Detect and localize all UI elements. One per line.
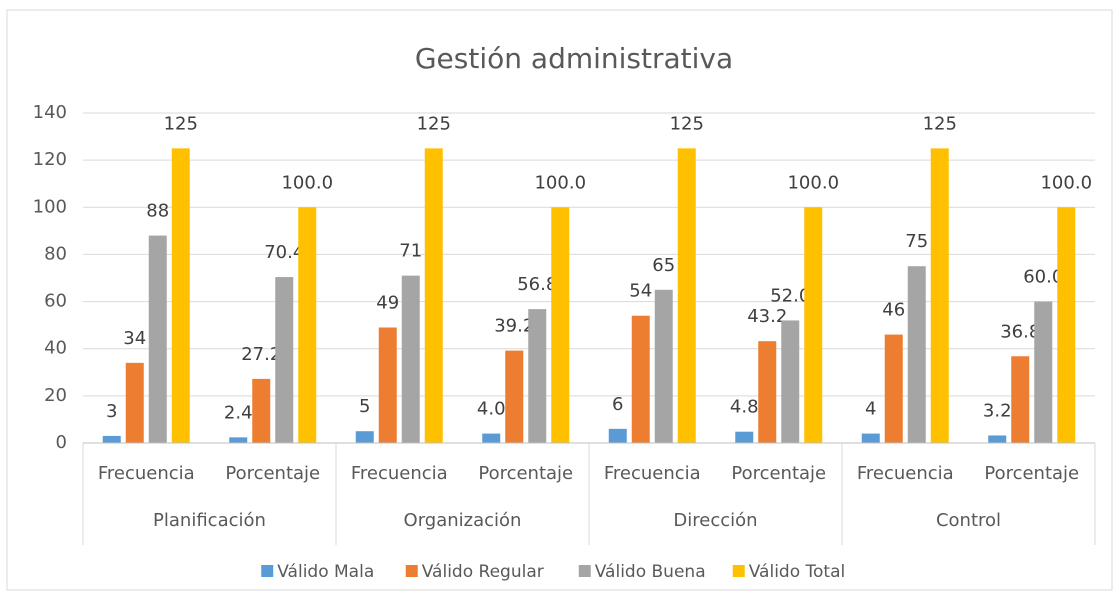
legend-swatch [578,565,591,577]
data-label: 125 [417,113,451,134]
data-label: 39.2 [494,316,534,337]
bar [735,431,754,443]
bar [171,148,190,443]
bar [102,435,121,443]
data-label: 27.2 [241,344,281,365]
bar [1011,356,1030,443]
data-label: 4.8 [730,397,759,418]
bar [804,207,823,443]
data-label: 100.0 [534,172,586,193]
legend-label: Válido Mala [277,562,374,582]
legend-swatch [732,565,745,577]
data-label: 3 [106,401,117,422]
bar [781,320,800,443]
bar [758,341,777,443]
y-tick-label: 20 [44,385,67,406]
bar [608,428,627,443]
legend-swatch [261,565,274,577]
data-label: 34 [123,328,146,349]
data-label: 70.4 [264,242,304,263]
group-label: Dirección [673,510,757,531]
bar [125,362,144,443]
bar [275,277,294,443]
bar [861,433,880,443]
data-label: 71 [399,241,422,262]
y-tick-label: 100 [33,196,67,217]
bar [930,148,949,443]
chart-title: Gestión administrativa [415,42,733,75]
y-tick-label: 0 [56,432,67,453]
bar [229,437,248,443]
data-label: 46 [882,300,905,321]
data-label: 3.2 [983,400,1012,421]
bar [424,148,443,443]
bar [298,207,317,443]
data-label: 4.0 [477,399,506,420]
bar [551,207,570,443]
x-tick-label: Porcentaje [984,463,1079,484]
data-label: 100.0 [787,172,839,193]
legend-label: Válido Buena [595,562,706,582]
x-tick-label: Porcentaje [478,463,573,484]
bar [677,148,696,443]
bar [401,275,420,443]
bar [528,309,547,443]
bar [148,235,167,443]
data-label: 54 [629,281,652,302]
x-tick-label: Frecuencia [604,463,701,484]
x-tick-label: Frecuencia [857,463,954,484]
data-label: 60.0 [1023,267,1063,288]
y-tick-label: 80 [44,243,67,264]
bar [988,435,1007,443]
data-label: 125 [164,113,198,134]
legend-label: Válido Regular [422,562,544,582]
data-label: 100.0 [1040,172,1092,193]
bar [1057,207,1076,443]
group-label: Planificación [153,510,266,531]
data-label: 56.8 [517,274,557,295]
data-label: 2.4 [224,402,253,423]
data-label: 6 [612,394,623,415]
x-tick-label: Frecuencia [98,463,195,484]
bar [654,289,673,443]
group-label: Organización [404,510,522,531]
bar [907,266,926,443]
bar [252,378,271,443]
bar [355,431,374,443]
bar [505,350,524,443]
y-tick-label: 120 [33,149,67,170]
bar [884,334,903,443]
bar [631,315,650,443]
x-tick-label: Frecuencia [351,463,448,484]
data-label: 49 [376,293,399,314]
x-tick-label: Porcentaje [225,463,320,484]
bar [1034,301,1053,443]
data-label: 4 [865,399,876,420]
data-label: 36.8 [1000,321,1040,342]
y-tick-label: 60 [44,291,67,312]
legend-swatch [405,565,418,577]
data-label: 65 [652,255,675,276]
bar [482,433,501,443]
data-label: 125 [670,113,704,134]
x-tick-label: Porcentaje [731,463,826,484]
data-label: 5 [359,396,370,417]
data-label: 125 [923,113,957,134]
y-tick-label: 40 [44,338,67,359]
data-label: 88 [146,201,169,222]
bar [378,327,397,443]
legend-label: Válido Total [749,562,845,582]
data-label: 43.2 [747,306,787,327]
y-tick-label: 140 [33,102,67,123]
data-label: 100.0 [281,172,333,193]
data-label: 75 [905,231,928,252]
data-label: 52.0 [770,285,810,306]
group-label: Control [936,510,1001,531]
